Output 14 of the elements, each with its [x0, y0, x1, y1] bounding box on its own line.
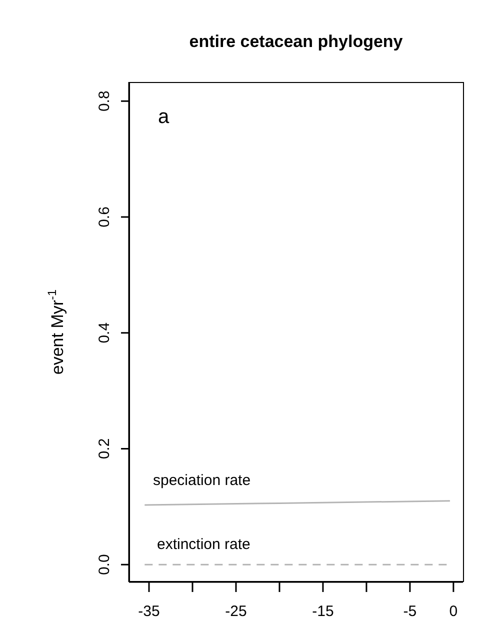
y-tick-label: 0.2 — [96, 438, 113, 460]
y-tick-label: 0.4 — [96, 322, 113, 344]
y-tick-label: 0.0 — [96, 554, 113, 576]
x-tick-label: -35 — [138, 603, 160, 620]
y-tick-label: 0.6 — [96, 206, 113, 228]
chart-title: entire cetacean phylogeny — [188, 32, 404, 52]
x-tick-label: -5 — [403, 603, 417, 620]
x-tick-label: -25 — [225, 603, 247, 620]
x-tick-label: 0 — [449, 603, 458, 620]
y-tick-label: 0.8 — [96, 90, 113, 112]
annotation: a — [158, 106, 170, 129]
x-tick-label: -15 — [312, 603, 334, 620]
annotation: speciation rate — [153, 472, 251, 489]
annotation: extinction rate — [157, 536, 250, 553]
